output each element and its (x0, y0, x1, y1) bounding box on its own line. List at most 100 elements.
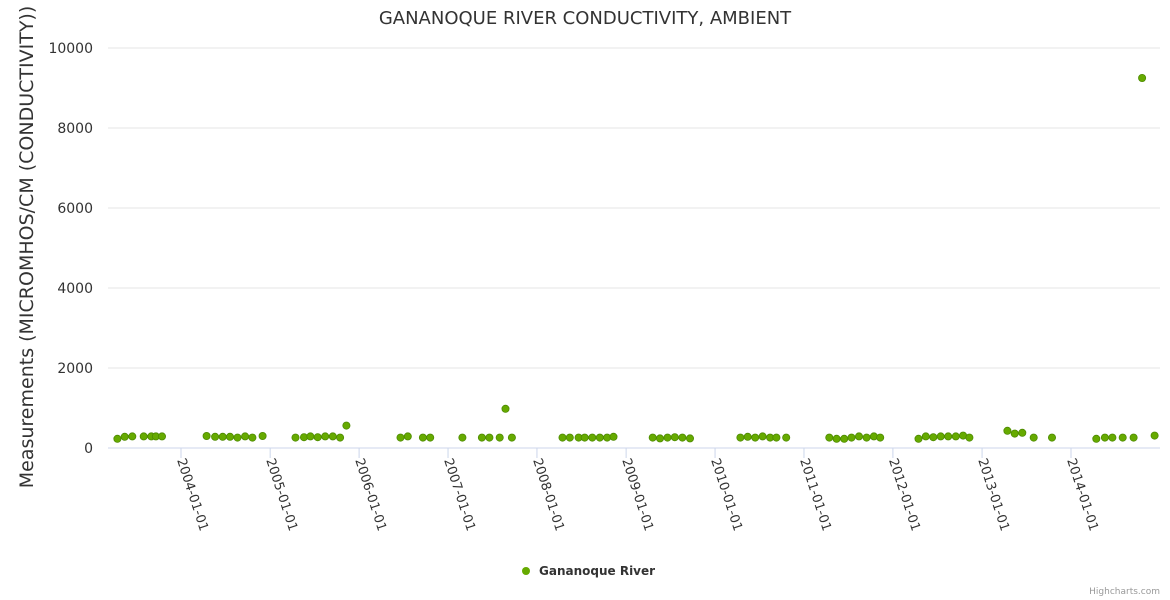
x-tick-label: 2013-01-01 (974, 457, 1012, 533)
data-point[interactable] (656, 434, 665, 443)
data-point[interactable] (1018, 428, 1027, 437)
y-tick-label: 0 (84, 441, 93, 457)
data-point[interactable] (306, 432, 315, 441)
data-point[interactable] (595, 433, 604, 442)
data-point[interactable] (485, 433, 494, 442)
data-point[interactable] (772, 433, 781, 442)
data-point[interactable] (825, 433, 834, 442)
data-point[interactable] (1029, 433, 1038, 442)
x-tick-label: 2010-01-01 (707, 457, 745, 533)
data-point[interactable] (248, 433, 257, 442)
data-point[interactable] (211, 432, 220, 441)
data-point[interactable] (876, 433, 885, 442)
data-point[interactable] (128, 432, 137, 441)
legend-item-gananoque-river[interactable]: Gananoque River (539, 564, 655, 578)
x-tick-label: 2007-01-01 (440, 457, 478, 533)
data-point[interactable] (588, 433, 597, 442)
data-point[interactable] (758, 432, 767, 441)
data-point[interactable] (157, 432, 166, 441)
data-point[interactable] (291, 433, 300, 442)
data-point[interactable] (1010, 429, 1019, 438)
data-point[interactable] (396, 433, 405, 442)
data-point[interactable] (241, 432, 250, 441)
legend-marker-icon[interactable] (522, 567, 530, 575)
data-point[interactable] (1092, 434, 1101, 443)
data-point[interactable] (336, 433, 345, 442)
x-tick-label: 2008-01-01 (529, 457, 567, 533)
x-tick-label: 2012-01-01 (885, 457, 923, 533)
data-point[interactable] (670, 433, 679, 442)
data-point[interactable] (495, 433, 504, 442)
data-point[interactable] (501, 404, 510, 413)
data-point[interactable] (1108, 433, 1117, 442)
data-point[interactable] (328, 432, 337, 441)
data-point[interactable] (965, 433, 974, 442)
data-point[interactable] (202, 431, 211, 440)
data-point[interactable] (686, 434, 695, 443)
data-point[interactable] (862, 433, 871, 442)
data-point[interactable] (929, 433, 938, 442)
y-tick-label: 6000 (57, 201, 93, 217)
data-point[interactable] (403, 432, 412, 441)
data-point[interactable] (233, 433, 242, 442)
data-point[interactable] (1048, 433, 1057, 442)
data-point[interactable] (1118, 433, 1127, 442)
data-point[interactable] (751, 433, 760, 442)
y-axis-label: Measurements (MICROMHOS/CM (CONDUCTIVITY… (16, 6, 38, 489)
y-tick-label: 4000 (57, 281, 93, 297)
data-point[interactable] (944, 432, 953, 441)
data-point[interactable] (609, 432, 618, 441)
data-point[interactable] (648, 433, 657, 442)
data-point[interactable] (342, 421, 351, 430)
x-axis-ticks: 2004-01-01 2005-01-01 2006-01-01 2007-01-01… (173, 448, 1101, 533)
credits-link[interactable]: Highcharts.com (1089, 587, 1160, 597)
data-point[interactable] (663, 433, 672, 442)
data-point[interactable] (225, 432, 234, 441)
y-tick-label: 8000 (57, 121, 93, 137)
y-grid-lines (108, 47, 1160, 369)
x-tick-label: 2009-01-01 (618, 457, 656, 533)
data-point[interactable] (936, 432, 945, 441)
data-point[interactable] (477, 433, 486, 442)
data-point[interactable] (558, 433, 567, 442)
data-point[interactable] (120, 432, 129, 441)
data-point[interactable] (426, 433, 435, 442)
chart-title: GANANOQUE RIVER CONDUCTIVITY, AMBIENT (379, 8, 792, 29)
data-point[interactable] (1150, 431, 1159, 440)
data-point[interactable] (321, 432, 330, 441)
data-point[interactable] (418, 433, 427, 442)
data-point[interactable] (507, 433, 516, 442)
x-tick-label: 2004-01-01 (173, 457, 211, 533)
data-point[interactable] (1138, 74, 1147, 83)
y-axis-ticks: 0 2000 4000 6000 8000 10000 (48, 41, 93, 457)
data-point[interactable] (832, 434, 841, 443)
data-point[interactable] (1100, 433, 1109, 442)
data-point[interactable] (313, 433, 322, 442)
data-point[interactable] (914, 434, 923, 443)
x-tick-label: 2014-01-01 (1063, 457, 1101, 533)
data-point[interactable] (218, 432, 227, 441)
data-point[interactable] (743, 432, 752, 441)
data-point[interactable] (1003, 426, 1012, 435)
data-point[interactable] (921, 432, 930, 441)
data-point[interactable] (565, 433, 574, 442)
data-point[interactable] (580, 433, 589, 442)
x-tick-label: 2011-01-01 (796, 457, 834, 533)
legend[interactable]: Gananoque River (522, 564, 655, 578)
y-tick-label: 10000 (48, 41, 93, 57)
x-tick-label: 2006-01-01 (351, 457, 389, 533)
data-point[interactable] (855, 432, 864, 441)
data-point[interactable] (840, 434, 849, 443)
data-point[interactable] (951, 432, 960, 441)
data-point[interactable] (678, 433, 687, 442)
data-point[interactable] (113, 434, 122, 443)
data-point[interactable] (139, 432, 148, 441)
data-point[interactable] (847, 433, 856, 442)
data-point[interactable] (458, 433, 467, 442)
data-point[interactable] (736, 433, 745, 442)
x-tick-label: 2005-01-01 (262, 457, 300, 533)
data-point[interactable] (258, 431, 267, 440)
data-point[interactable] (782, 433, 791, 442)
data-point[interactable] (1129, 433, 1138, 442)
